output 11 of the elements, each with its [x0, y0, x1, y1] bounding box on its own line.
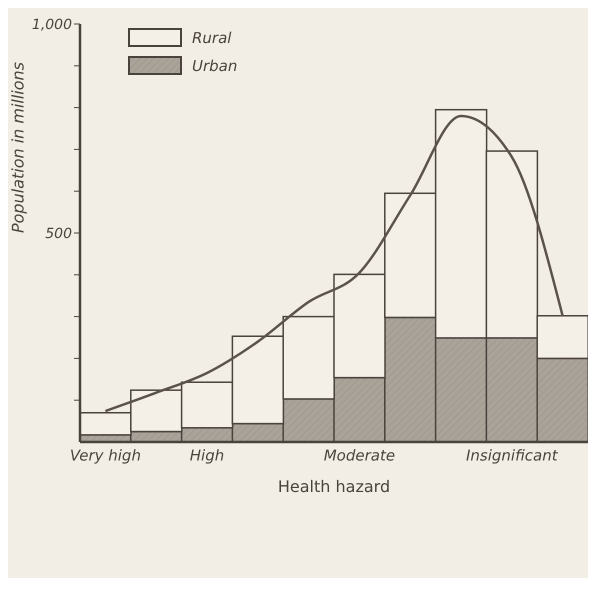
y-tick-label: 500: [45, 226, 72, 242]
x-tick-label: Very high: [70, 446, 141, 465]
y-tick-label: 1,000: [32, 16, 72, 33]
legend-label: Rural: [192, 29, 232, 47]
x-tick-label: High: [190, 446, 224, 465]
y-axis-title: Population in millions: [8, 62, 28, 233]
x-tick-label: Moderate: [324, 446, 396, 465]
x-axis-title: Health hazard: [278, 477, 390, 496]
x-tick-label: Insignificant: [466, 446, 559, 465]
legend-label: Urban: [192, 57, 238, 75]
line-series: [104, 114, 564, 412]
